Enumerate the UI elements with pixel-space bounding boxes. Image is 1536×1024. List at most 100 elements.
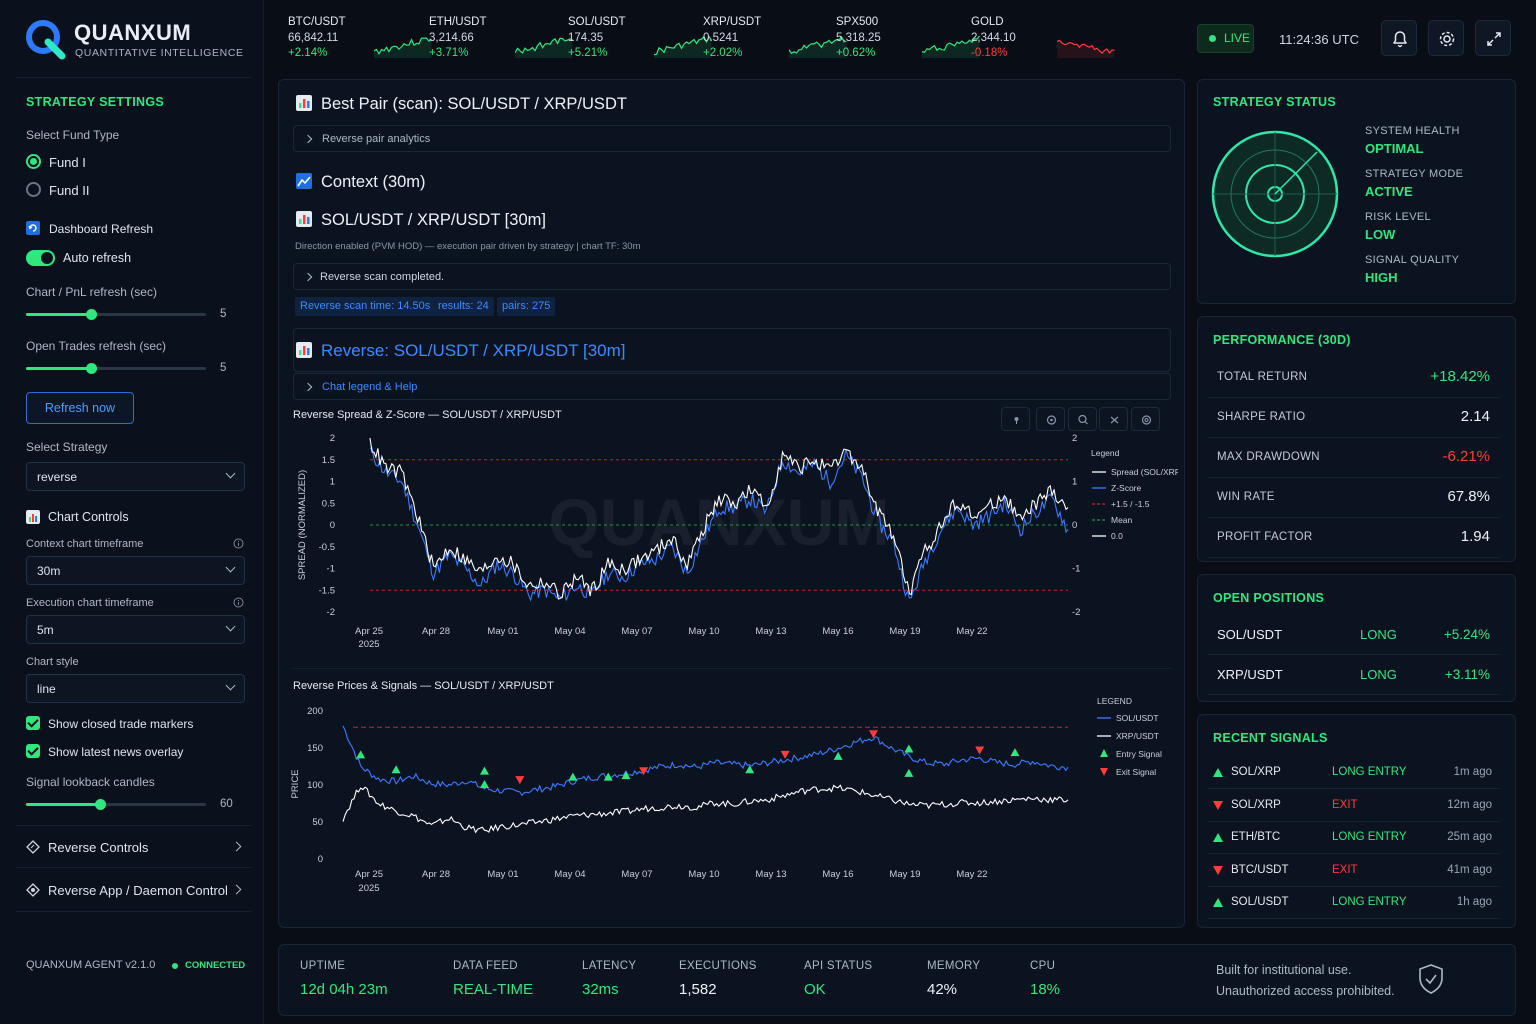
legend-entry: Z-Score (1111, 483, 1142, 493)
ticker-sol-usdt[interactable]: SOL/USDT 174.35 +5.21% (568, 16, 713, 59)
chart-tool-pin[interactable] (1001, 407, 1030, 431)
ticker-spx500[interactable]: SPX500 5,318.25 +0.62% (836, 16, 980, 59)
reverse-analytics-expander[interactable]: Reverse pair analytics (293, 125, 1171, 152)
stat-value: 12d 04h 23m (300, 981, 388, 998)
y-tick-label: 200 (307, 706, 323, 717)
legend-entry: Spread (SOL/XRP) (1111, 467, 1178, 477)
ticker-btc-usdt[interactable]: BTC/USDT 66,842.11 +2.14% (288, 16, 432, 59)
refresh-now-button[interactable]: Refresh now (26, 392, 134, 424)
performance-heading: PERFORMANCE (30D) (1213, 333, 1351, 347)
connection-dot (172, 963, 178, 969)
signal-row[interactable]: SOL/XRP LONG ENTRY 1m ago (1208, 756, 1500, 789)
right-tick-label: 2 (1072, 433, 1077, 444)
chart-refresh-slider[interactable] (26, 309, 206, 320)
series-line-z-score (369, 446, 1069, 602)
ticker-change: +0.62% (836, 47, 876, 59)
signal-row[interactable]: ETH/BTC LONG ENTRY 25m ago (1208, 821, 1500, 854)
context-timeframe-select[interactable]: 30m (26, 556, 245, 585)
stat-value: REAL-TIME (453, 981, 534, 998)
camera-icon (1141, 415, 1152, 425)
trades-refresh-slider[interactable] (26, 363, 206, 374)
position-row[interactable]: SOL/USDT LONG +5.24% (1208, 615, 1500, 655)
brand-tagline: QUANTITATIVE INTELLIGENCE (75, 47, 244, 59)
settings-button[interactable] (1428, 20, 1464, 56)
performance-label: SHARPE RATIO (1217, 411, 1306, 423)
y-tick-label: 1 (330, 477, 335, 488)
stat-label: CPU (1030, 960, 1056, 972)
ticker-price: 5,318.25 (836, 32, 881, 44)
position-row[interactable]: XRP/USDT LONG +3.11% (1208, 655, 1500, 695)
prices-signals-chart: 200 150 100 50 0 PRICE Apr 25 Apr 28 May 01 May 0… (290, 696, 1162, 894)
ticker-eth-usdt[interactable]: ETH/USDT 3,214.66 +3.71% (429, 16, 573, 59)
notifications-button[interactable] (1381, 20, 1417, 56)
y-tick-label: 100 (307, 780, 323, 791)
sparkline (374, 37, 432, 58)
fund-ii-radio[interactable] (26, 182, 41, 197)
slider-handle[interactable] (85, 309, 97, 320)
signal-time: 1h ago (1456, 896, 1492, 908)
sparkline-area (1057, 40, 1115, 58)
entry-signal-marker (568, 772, 578, 781)
y-tick-label: -1.5 (319, 585, 335, 596)
slider-fill (26, 313, 91, 316)
lookback-slider[interactable] (26, 799, 206, 810)
chevron-down-icon (225, 680, 236, 691)
triangle-up-icon (1100, 749, 1108, 757)
sparkline-area (922, 36, 980, 58)
strategy-select[interactable]: reverse (26, 462, 245, 491)
chart-legend-help-expander[interactable]: Chat legend & Help (293, 373, 1171, 400)
fund-type-label: Select Fund Type (26, 128, 120, 142)
exit-signal-marker (515, 776, 525, 785)
strategy-select-value: reverse (37, 470, 78, 484)
pair-title: SOL/USDT / XRP/USDT [30m] (296, 211, 546, 230)
chart-style-select[interactable]: line (26, 674, 245, 703)
context-title: Context (30m) (296, 173, 426, 192)
ticker-change: +3.71% (429, 47, 469, 59)
y-tick-label: 0 (318, 854, 323, 865)
ticker-xrp-usdt[interactable]: XRP/USDT 0.5241 +2.02% (703, 16, 847, 59)
stat-cpu: CPU 18% (1030, 960, 1060, 998)
chart-tool-view[interactable] (1036, 407, 1065, 431)
chevron-down-icon (225, 468, 236, 479)
x-tick-label: May 07 (621, 626, 652, 637)
sparkline-line (515, 37, 573, 54)
performance-label: PROFIT FACTOR (1217, 531, 1313, 543)
right-tick-label: -1 (1072, 564, 1080, 575)
trades-refresh-value: 5 (220, 362, 227, 374)
show-closed-markers-checkbox[interactable] (26, 716, 40, 730)
slider-fill (26, 803, 100, 806)
signal-pair: ETH/BTC (1231, 831, 1281, 843)
performance-row: SHARPE RATIO 2.14 (1208, 398, 1500, 438)
notice-line-2: Unauthorized access prohibited. (1216, 984, 1395, 998)
x-tick-label: May 19 (889, 626, 920, 637)
chart-tool-camera[interactable] (1131, 407, 1160, 431)
slider-handle[interactable] (85, 363, 97, 374)
ticker-price: 66,842.11 (288, 32, 339, 44)
ticker-change: +2.14% (288, 47, 328, 59)
context-timeframe-value: 30m (37, 564, 61, 578)
divider (16, 911, 252, 912)
scan-time-chip: Reverse scan time: 14.50s (295, 297, 436, 316)
chart-tool-shuffle[interactable] (1099, 407, 1128, 431)
signal-pair: SOL/XRP (1231, 766, 1281, 778)
strategy-settings-heading: STRATEGY SETTINGS (26, 95, 164, 109)
sparkline-line (922, 35, 980, 53)
chart-controls-label: Chart Controls (48, 510, 129, 524)
fullscreen-button[interactable] (1475, 20, 1511, 56)
main-content-panel (278, 79, 1185, 928)
auto-refresh-toggle[interactable] (26, 250, 55, 266)
fund-ii-label: Fund II (49, 183, 90, 198)
slider-handle[interactable] (94, 799, 106, 810)
signal-row[interactable]: SOL/XRP EXIT 12m ago (1208, 789, 1500, 822)
notice-line-1: Built for institutional use. (1216, 963, 1352, 977)
signal-row[interactable]: SOL/USDT LONG ENTRY 1h ago (1208, 886, 1500, 919)
x-tick-label: May 07 (621, 869, 652, 880)
signal-row[interactable]: BTC/USDT EXIT 41m ago (1208, 854, 1500, 887)
show-news-overlay-checkbox[interactable] (26, 744, 40, 758)
chart-tool-zoom[interactable] (1068, 407, 1097, 431)
execution-timeframe-select[interactable]: 5m (26, 615, 245, 644)
ticker-gold[interactable]: GOLD 2,344.10 -0.18% (971, 16, 1115, 59)
stat-value: 42% (927, 981, 958, 998)
stat-label: EXECUTIONS (679, 960, 757, 972)
fund-i-radio[interactable] (26, 154, 41, 169)
